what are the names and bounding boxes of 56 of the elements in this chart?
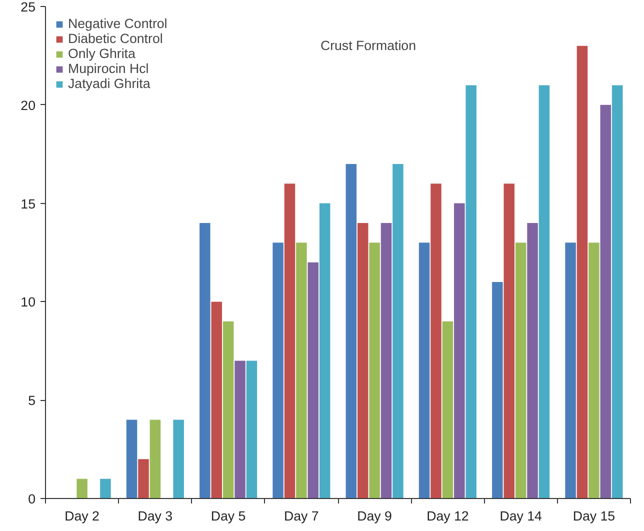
- bar: [272, 242, 284, 498]
- bar: [418, 242, 430, 498]
- x-tick-label: Day 3: [138, 508, 173, 524]
- bar: [515, 242, 526, 498]
- bar: [357, 222, 368, 498]
- y-tick-label: 0: [28, 492, 36, 506]
- bar: [138, 459, 149, 498]
- bar: [173, 420, 184, 498]
- bar: [392, 164, 404, 498]
- bar: [246, 360, 258, 498]
- x-tick-label: Day 14: [500, 508, 543, 524]
- bar: [308, 262, 319, 498]
- bar: [200, 222, 210, 498]
- x-tick-label: Day 12: [426, 508, 469, 524]
- bar: [600, 104, 612, 498]
- legend-label: Only Ghrita: [68, 46, 136, 61]
- x-tick-label: Day 7: [284, 508, 319, 524]
- bar: [222, 321, 234, 498]
- bar: [527, 222, 538, 498]
- y-tick-label: 25: [20, 0, 36, 14]
- bar: [76, 478, 88, 498]
- bar: [211, 302, 222, 498]
- bar: [442, 321, 454, 498]
- bar: [100, 478, 111, 498]
- bar: [538, 85, 550, 498]
- bar: [612, 85, 623, 498]
- bar: [430, 184, 442, 498]
- y-tick-label: 10: [20, 294, 36, 310]
- legend-label: Mupirocin Hcl: [68, 61, 149, 76]
- bar: [565, 242, 576, 498]
- bar: [588, 242, 600, 498]
- bar: [150, 420, 161, 498]
- bar: [504, 184, 514, 498]
- y-tick-label: 15: [20, 196, 36, 212]
- bar: [296, 242, 307, 498]
- bar: [346, 164, 357, 498]
- bar: [369, 242, 380, 498]
- bar: [284, 184, 296, 498]
- bar: [576, 46, 588, 498]
- y-tick-label: 5: [28, 393, 36, 408]
- x-tick-label: Day 9: [357, 508, 392, 524]
- legend-label: Diabetic Control: [68, 31, 163, 46]
- x-tick-label: Day 2: [64, 508, 100, 524]
- bar: [126, 420, 138, 498]
- bar: [234, 360, 246, 498]
- legend-label: Negative Control: [68, 16, 168, 31]
- bar: [466, 85, 476, 498]
- y-tick-label: 20: [20, 98, 36, 113]
- bar: [319, 203, 330, 498]
- x-tick-label: Day 15: [572, 508, 616, 524]
- x-tick-label: Day 5: [210, 508, 246, 524]
- bar: [492, 282, 503, 498]
- bar: [380, 222, 392, 498]
- bar: [454, 203, 465, 498]
- legend-label: Jatyadi Ghrita: [68, 76, 150, 91]
- text: Crust Formation: [320, 38, 416, 54]
